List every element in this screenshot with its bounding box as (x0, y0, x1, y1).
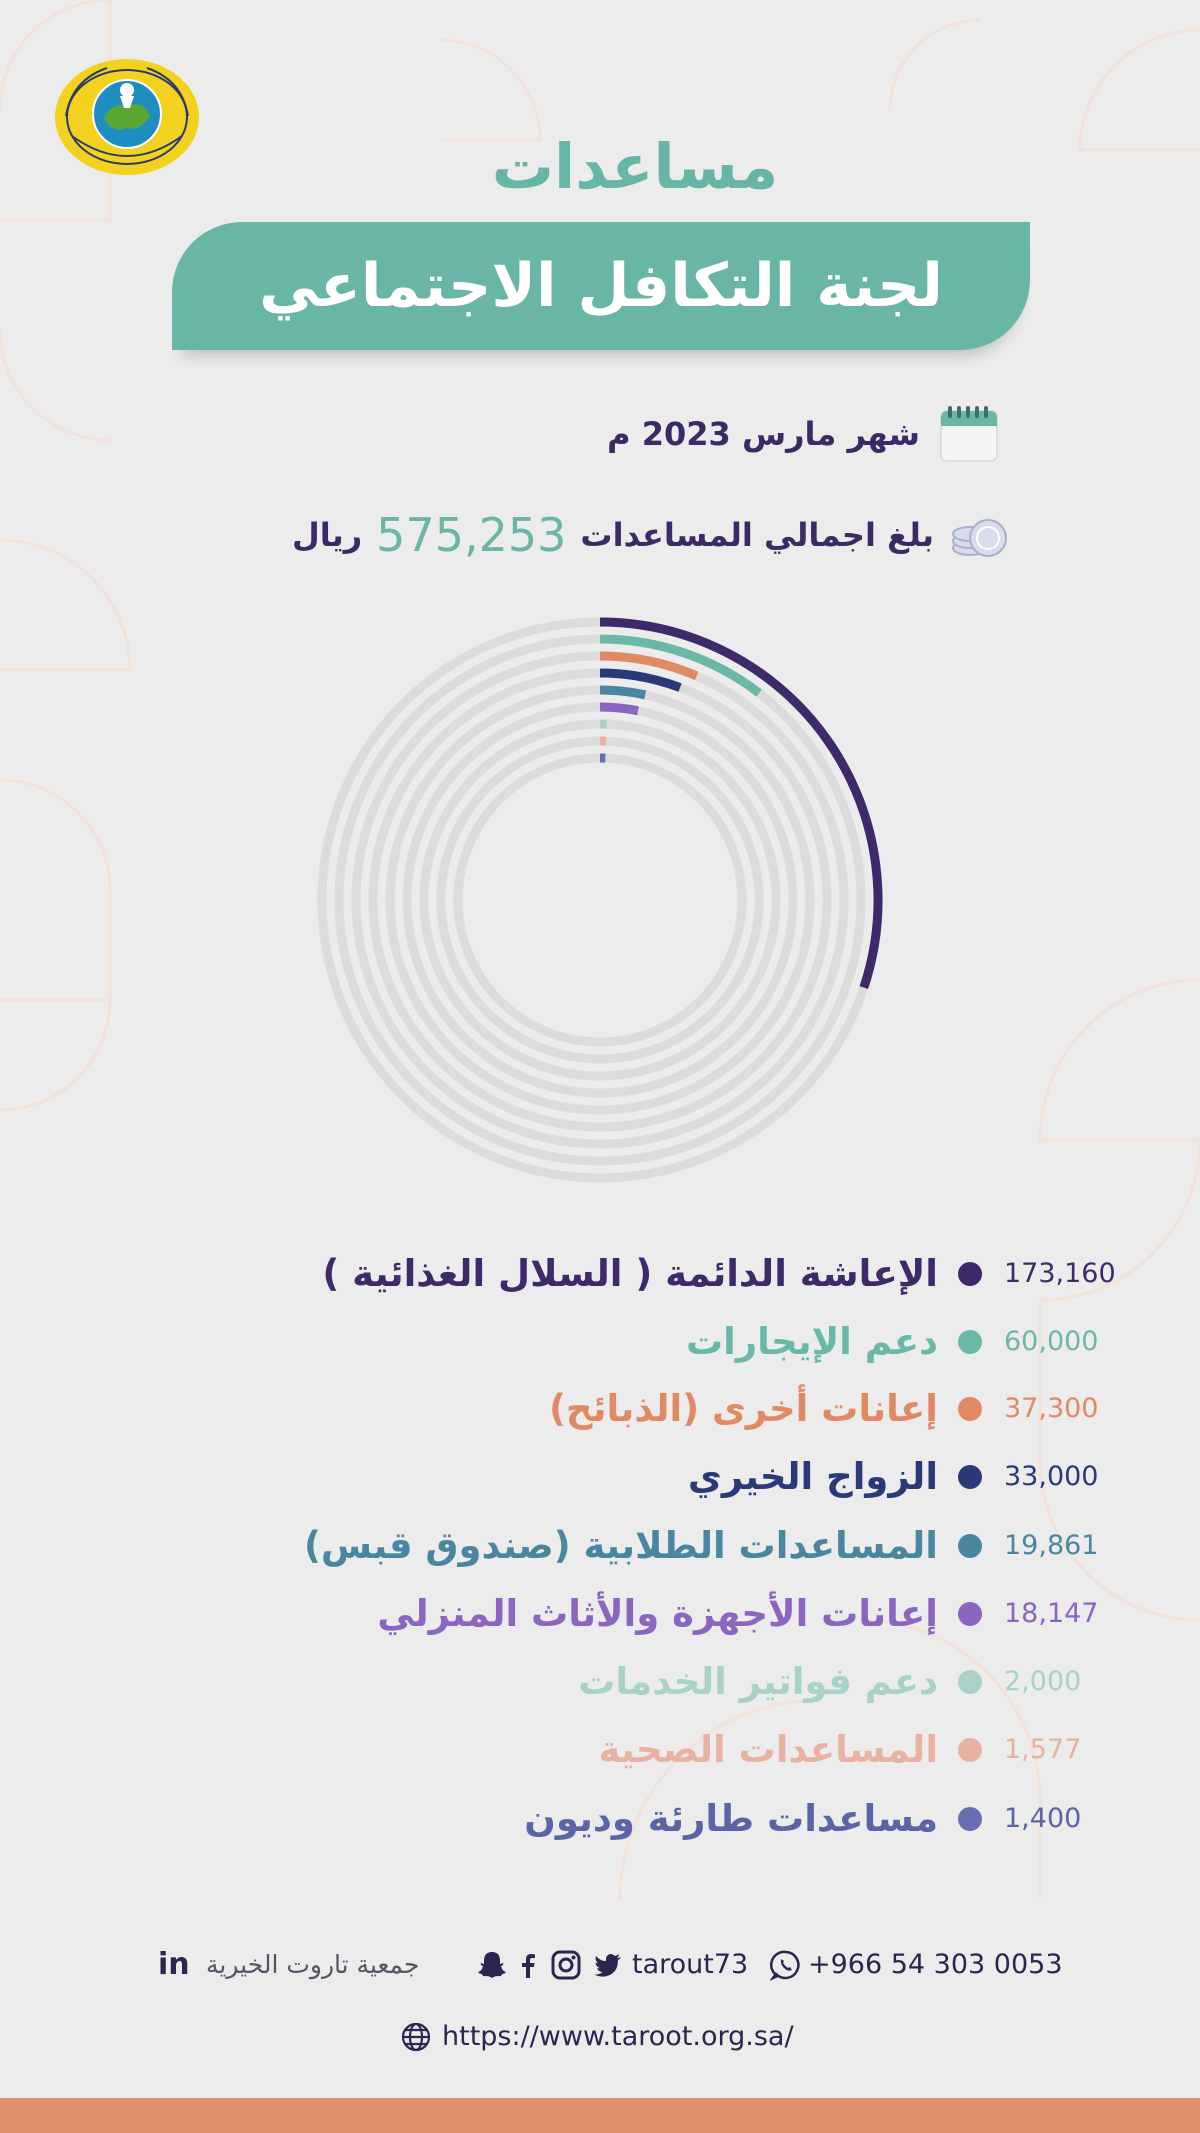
radial-bar-1 (599, 617, 883, 990)
legend-dot (958, 1262, 982, 1286)
website-row: https://www.taroot.org.sa/ (400, 2012, 830, 2062)
ring-track (385, 685, 815, 1115)
legend-item: مساعدات طارئة وديون 1,400 (0, 1785, 1200, 1853)
legend-label: الإعاشة الدائمة ( السلال الغذائية ) (322, 1252, 938, 1295)
legend-item: المساعدات الصحية 1,577 (0, 1716, 1200, 1784)
total-unit: ريال (291, 516, 363, 554)
legend-label: إعانات الأجهزة والأثاث المنزلي (377, 1592, 938, 1635)
legend-label: دعم فواتير الخدمات (578, 1660, 938, 1703)
legend-value: 33,000 (1004, 1461, 1099, 1492)
legend-value: 1,577 (1004, 1734, 1082, 1765)
legend-label: المساعدات الطلابية (صندوق قبس) (304, 1524, 938, 1567)
legend-item: إعانات أخرى (الذبائح) 37,300 (0, 1375, 1200, 1443)
banner-title: لجنة التكافل الاجتماعي (259, 251, 943, 321)
radial-bar-5 (599, 685, 647, 700)
legend-value: 18,147 (1004, 1598, 1099, 1629)
page-title: مساعدات (491, 130, 779, 203)
legend-label: المساعدات الصحية (598, 1728, 938, 1771)
globe-icon (401, 2022, 431, 2052)
association-logo (55, 59, 199, 175)
organization-name: جمعية تاروت الخيرية (206, 1950, 420, 1979)
month-row: شهر مارس 2023 م (607, 402, 1000, 466)
legend-item: الزواج الخيري 33,000 (0, 1443, 1200, 1511)
total-row: بلغ اجمالي المساعدات 575,253 ريال (292, 500, 1010, 570)
legend-item: إعانات الأجهزة والأثاث المنزلي 18,147 (0, 1580, 1200, 1648)
legend-item: دعم الإيجارات 60,000 (0, 1308, 1200, 1376)
chart-legend: الإعاشة الدائمة ( السلال الغذائية ) 173,1… (0, 1240, 1200, 1860)
legend-value: 60,000 (1004, 1326, 1099, 1357)
legend-value: 1,400 (1004, 1803, 1082, 1834)
legend-dot (958, 1738, 982, 1762)
legend-label: مساعدات طارئة وديون (524, 1797, 938, 1840)
radial-bar-4 (599, 668, 682, 692)
legend-dot (958, 1670, 982, 1694)
legend-item: دعم فواتير الخدمات 2,000 (0, 1648, 1200, 1716)
ring-track (402, 702, 798, 1098)
legend-label: الزواج الخيري (687, 1455, 938, 1498)
total-amount: 575,253 (376, 508, 567, 562)
legend-label: دعم الإيجارات (685, 1320, 938, 1363)
legend-dot (958, 1330, 982, 1354)
legend-dot (958, 1602, 982, 1626)
website-link[interactable]: https://www.taroot.org.sa/ (442, 2021, 794, 2052)
legend-value: 2,000 (1004, 1666, 1082, 1697)
legend-value: 173,160 (1004, 1258, 1116, 1289)
radial-bar-chart (317, 617, 883, 1183)
linkedin-icon[interactable]: in (158, 1947, 190, 1982)
coins-icon (952, 519, 1007, 557)
ring-track (351, 651, 849, 1149)
calendar-icon (940, 406, 998, 462)
ring-track (453, 753, 747, 1047)
legend-dot (958, 1397, 982, 1421)
legend-value: 19,861 (1004, 1530, 1099, 1561)
month-label: شهر مارس 2023 م (607, 415, 920, 453)
facebook-icon[interactable] (512, 1949, 544, 1981)
title-banner: لجنة التكافل الاجتماعي (172, 222, 1030, 350)
instagram-icon[interactable] (550, 1949, 582, 1981)
legend-dot (958, 1807, 982, 1831)
twitter-icon[interactable] (592, 1949, 624, 1981)
contact-footer: +966 54 303 0053 tarout73 جمعية تاروت ال… (0, 1940, 1200, 1990)
snapchat-icon[interactable] (476, 1949, 508, 1981)
total-prefix: بلغ اجمالي المساعدات (580, 516, 934, 554)
social-handle[interactable]: tarout73 (632, 1949, 749, 1980)
bottom-bar (0, 2098, 1200, 2133)
phone-number[interactable]: +966 54 303 0053 (808, 1949, 1063, 1980)
legend-item: المساعدات الطلابية (صندوق قبس) 19,861 (0, 1512, 1200, 1580)
whatsapp-icon[interactable] (770, 1949, 802, 1981)
ring-track (419, 719, 781, 1081)
radial-bar-2 (599, 634, 762, 697)
radial-bar-6 (599, 702, 639, 716)
legend-item: الإعاشة الدائمة ( السلال الغذائية ) 173,1… (0, 1240, 1200, 1308)
legend-label: إعانات أخرى (الذبائح) (549, 1387, 938, 1430)
legend-value: 37,300 (1004, 1393, 1099, 1424)
legend-dot (958, 1465, 982, 1489)
legend-dot (958, 1534, 982, 1558)
ring-track (334, 634, 866, 1166)
ring-track (436, 736, 764, 1064)
radial-bar-3 (599, 651, 699, 681)
